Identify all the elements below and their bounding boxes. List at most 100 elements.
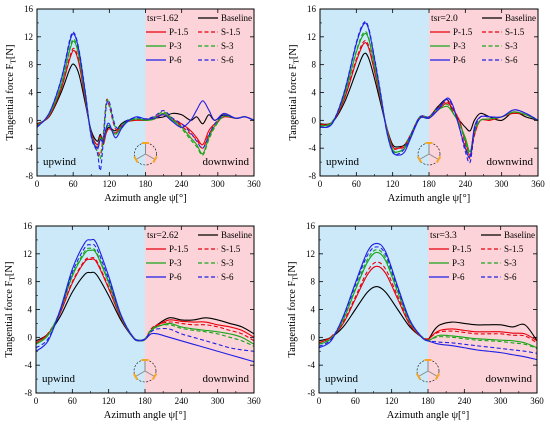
- y-tick-label: 8: [29, 60, 34, 70]
- series-group: [320, 21, 538, 164]
- rotor-icon: [133, 142, 158, 166]
- y-axis-label-sub: T: [291, 276, 300, 281]
- x-tick-label: 60: [69, 179, 79, 189]
- series-line-s-6: [37, 31, 254, 171]
- y-tick-label: 16: [307, 4, 317, 14]
- legend-entry: S-3: [221, 258, 234, 268]
- tsr-annotation: tsr=3.3: [430, 231, 457, 241]
- rotor-icon: [415, 359, 441, 383]
- y-tick-label: 16: [24, 4, 34, 14]
- y-axis-label-unit: [N]: [288, 45, 299, 60]
- legend: tsr=3.3 Baseline P-1.5 S-1.5 P-3 S-3 P-6 S-6: [429, 230, 535, 282]
- y-tick-label: 0: [28, 332, 33, 342]
- rotor-blade: [434, 372, 441, 381]
- series-line-s-6: [320, 21, 538, 164]
- y-tick-label: 4: [312, 88, 317, 98]
- tsr-annotation: tsr=1.62: [147, 14, 179, 24]
- y-tick-label: 12: [24, 32, 33, 42]
- series-line-s-3: [319, 249, 537, 349]
- upwind-label: upwind: [325, 373, 359, 385]
- y-axis-label-unit: [N]: [4, 262, 15, 277]
- x-tick-label: 360: [247, 396, 261, 406]
- rotor-circle: [134, 142, 157, 166]
- rotor-icon: [132, 359, 158, 383]
- legend-entry: S-3: [505, 41, 518, 51]
- x-tick-label: 120: [103, 179, 117, 189]
- y-axis-label-main: Tangential force F: [4, 281, 15, 358]
- x-tick-label: 300: [211, 179, 225, 189]
- rotor-icon: [416, 142, 442, 166]
- x-tick-label: 360: [530, 396, 544, 406]
- y-axis-label: Tangential force FT[N]: [5, 45, 18, 141]
- x-tick-label: 240: [175, 396, 189, 406]
- x-tick-label: 180: [138, 396, 152, 406]
- chart-panel-1: 0 60 120 180 240 300 360 -8 -4 0 4 8 12 16 Azimuth ang…: [5, 4, 261, 204]
- legend-entry: S-3: [221, 41, 234, 51]
- legend-entry: P-1.5: [453, 27, 473, 37]
- downwind-label: downwind: [486, 373, 533, 385]
- x-tick-label: 120: [385, 396, 399, 406]
- x-tick-label: 60: [68, 396, 78, 406]
- upwind-label: upwind: [42, 373, 76, 385]
- legend-entry: S-6: [221, 55, 234, 65]
- legend-entry: P-3: [169, 258, 182, 268]
- downwind-label: downwind: [487, 156, 534, 168]
- rotor-blade: [133, 155, 139, 164]
- legend: tsr=1.62 Baseline P-1.5 S-1.5 P-3 S-3 P-6 S-6: [146, 13, 252, 65]
- downwind-region: [429, 9, 538, 176]
- downwind-label: downwind: [203, 156, 250, 168]
- legend-entry: S-1.5: [504, 244, 524, 254]
- x-tick-label: 180: [422, 179, 436, 189]
- x-tick-label: 360: [531, 179, 545, 189]
- y-tick-label: 12: [23, 249, 32, 259]
- tsr-annotation: tsr=2.62: [147, 231, 179, 241]
- y-tick-label: 12: [306, 249, 315, 259]
- x-tick-label: 300: [211, 396, 225, 406]
- downwind-region: [145, 226, 254, 393]
- legend-entry: P-6: [453, 55, 466, 65]
- legend-entry: P-3: [452, 258, 465, 268]
- series-line-s-1-5: [319, 261, 537, 344]
- y-tick-label: -4: [309, 143, 317, 153]
- x-tick-label: 120: [386, 179, 400, 189]
- x-tick-label: 0: [317, 396, 322, 406]
- series-line-p-1-5: [319, 265, 537, 344]
- y-tick-label: 4: [311, 305, 316, 315]
- y-tick-label: -4: [308, 360, 316, 370]
- rotor-arm: [427, 370, 438, 377]
- downwind-region: [428, 226, 537, 393]
- x-tick-label: 240: [175, 179, 189, 189]
- legend-entry: S-1.5: [221, 27, 241, 37]
- upwind-label: upwind: [43, 156, 77, 168]
- y-tick-label: 4: [29, 88, 34, 98]
- legend-entry: S-6: [504, 272, 517, 282]
- x-tick-label: 240: [458, 396, 472, 406]
- rotor-arm: [428, 153, 439, 160]
- y-axis-label-unit: [N]: [287, 262, 298, 277]
- series-line-s-6: [36, 243, 254, 352]
- series-line-s-6: [319, 246, 537, 354]
- y-axis-label: Tangential force FT[N]: [4, 262, 17, 358]
- rotor-circle: [133, 359, 157, 383]
- legend-entry: P-1.5: [169, 27, 189, 37]
- y-axis-label-main: Tangential force F: [287, 281, 298, 358]
- x-axis-label: Azimuth angle ψ[°]: [104, 193, 187, 204]
- upwind-region: [37, 9, 146, 176]
- series-line-s-1-5: [36, 257, 254, 344]
- legend-entry: Baseline: [504, 230, 535, 240]
- legend-entry: P-1.5: [452, 244, 472, 254]
- downwind-region: [145, 9, 254, 176]
- y-axis-label-sub: T: [292, 59, 301, 64]
- upwind-label: upwind: [326, 156, 360, 168]
- y-tick-label: 8: [311, 277, 316, 287]
- x-tick-label: 360: [247, 179, 261, 189]
- rotor-circle: [417, 142, 441, 166]
- y-axis-label: Tangential force FT[N]: [288, 45, 301, 141]
- y-axis-label-main: Tangential force F: [5, 64, 16, 141]
- legend-entry: S-1.5: [221, 244, 241, 254]
- y-axis-label-sub: T: [8, 276, 17, 281]
- rotor-arm: [144, 370, 155, 377]
- rotor-arm: [135, 153, 146, 160]
- rotor-blade: [152, 155, 158, 164]
- upwind-region: [320, 9, 429, 176]
